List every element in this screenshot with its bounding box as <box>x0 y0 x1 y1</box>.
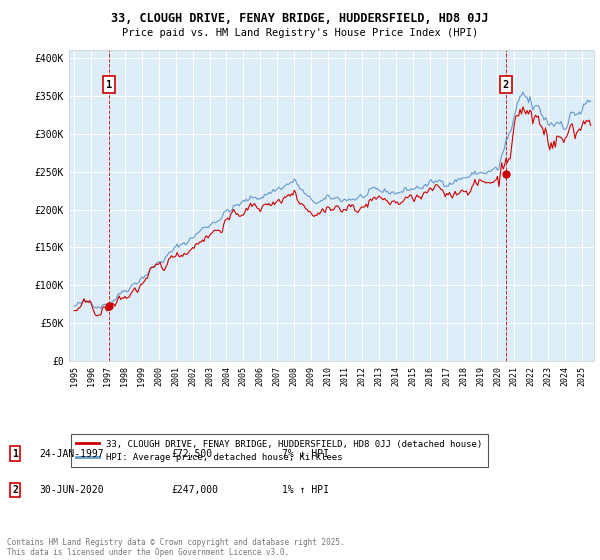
Text: 7% ↓ HPI: 7% ↓ HPI <box>282 449 329 459</box>
Text: 24-JAN-1997: 24-JAN-1997 <box>39 449 104 459</box>
Text: 1: 1 <box>106 80 112 90</box>
Text: 1: 1 <box>12 449 18 459</box>
Text: 33, CLOUGH DRIVE, FENAY BRIDGE, HUDDERSFIELD, HD8 0JJ: 33, CLOUGH DRIVE, FENAY BRIDGE, HUDDERSF… <box>111 12 489 25</box>
Legend: 33, CLOUGH DRIVE, FENAY BRIDGE, HUDDERSFIELD, HD8 0JJ (detached house), HPI: Ave: 33, CLOUGH DRIVE, FENAY BRIDGE, HUDDERSF… <box>71 434 488 468</box>
Text: Contains HM Land Registry data © Crown copyright and database right 2025.
This d: Contains HM Land Registry data © Crown c… <box>7 538 345 557</box>
Text: Price paid vs. HM Land Registry's House Price Index (HPI): Price paid vs. HM Land Registry's House … <box>122 28 478 38</box>
Text: 30-JUN-2020: 30-JUN-2020 <box>39 485 104 495</box>
Text: £247,000: £247,000 <box>171 485 218 495</box>
Text: 2: 2 <box>503 80 509 90</box>
Text: 1% ↑ HPI: 1% ↑ HPI <box>282 485 329 495</box>
Text: £72,500: £72,500 <box>171 449 212 459</box>
Text: 2: 2 <box>12 485 18 495</box>
